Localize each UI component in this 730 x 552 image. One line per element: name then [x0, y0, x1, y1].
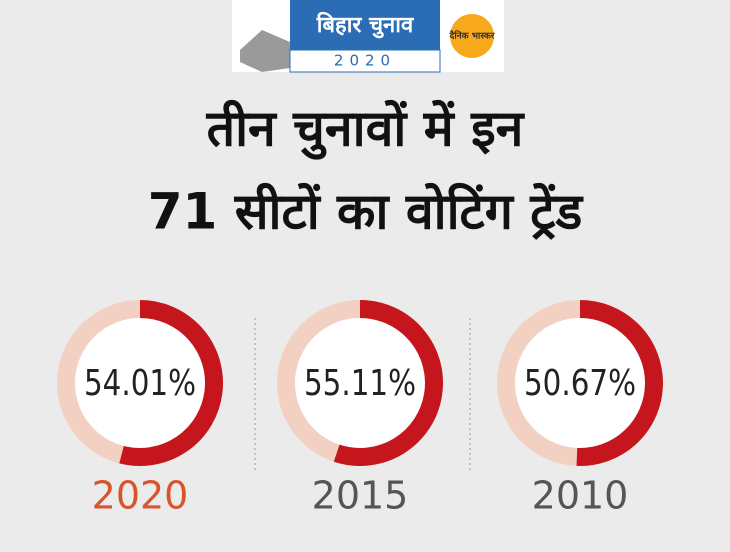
donut-arc [119, 300, 223, 466]
logo-year: 2020 [334, 52, 396, 70]
brand-name: दैनिक भास्कर [449, 30, 495, 42]
donut-center [295, 318, 425, 448]
logo-year-band [289, 49, 441, 73]
value-label: 50.67% [524, 363, 636, 404]
donut-center [515, 318, 645, 448]
year-label: 2020 [92, 474, 189, 518]
logo-title: बिहार चुनाव [316, 11, 414, 39]
donut-center [75, 318, 205, 448]
value-label: 54.01% [84, 363, 196, 404]
logo-band [290, 0, 440, 50]
year-label: 2010 [532, 474, 629, 518]
value-label: 55.11% [304, 363, 416, 404]
donut-arc [576, 300, 663, 466]
donut-arc [333, 300, 443, 466]
title-line: तीन चुनावों में इन [206, 100, 526, 161]
year-label: 2015 [312, 474, 409, 518]
brand-logo [450, 14, 494, 58]
logo-icon [240, 30, 290, 72]
title-line: 71 सीटों का वोटिंग ट्रेंड [148, 183, 585, 241]
